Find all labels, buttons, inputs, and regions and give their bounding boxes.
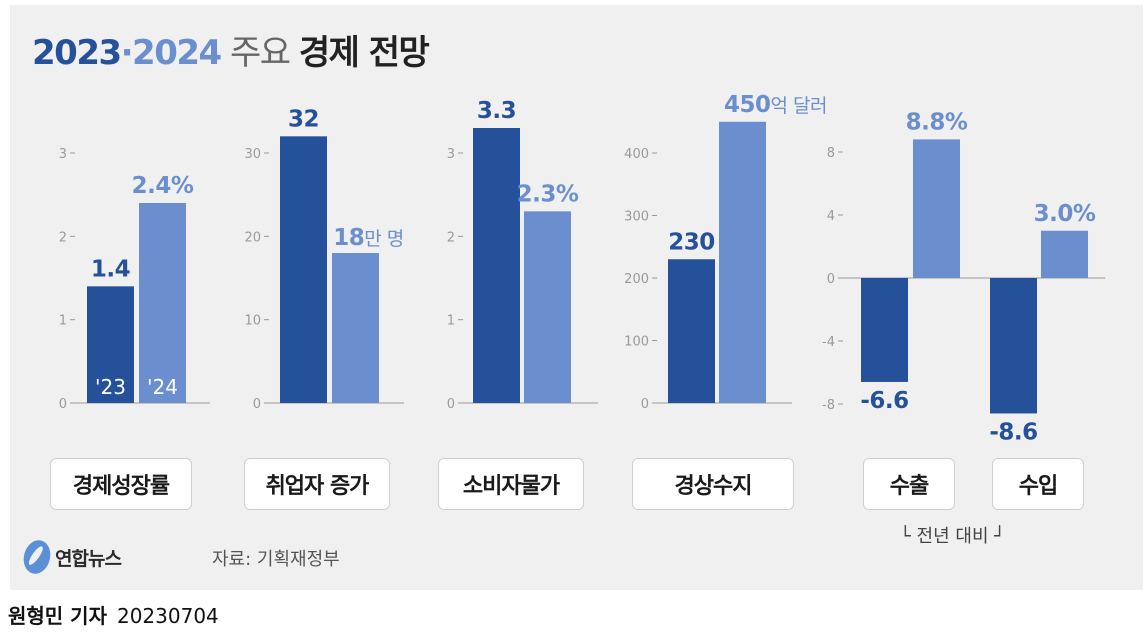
value-label-2023: -6.6	[860, 388, 908, 414]
y-tick-label: 3	[447, 147, 455, 162]
title-emphasis: 경제 전망	[298, 33, 430, 73]
y-tick-label: 0	[827, 272, 835, 287]
bar-2023	[990, 278, 1037, 414]
value-label-2023: 230	[668, 229, 715, 255]
value-label-2023: 3.3	[477, 98, 516, 124]
y-tick-label: 1	[59, 314, 67, 329]
title-main: 주요	[220, 33, 299, 73]
y-tick-label: 400	[624, 147, 649, 162]
category-cpi: 소비자물가	[438, 458, 584, 510]
y-tick-label: 100	[624, 335, 649, 350]
value-label-2023: 32	[288, 106, 319, 132]
bar-2024	[524, 211, 571, 403]
y-tick-label: 0	[641, 397, 649, 412]
logo-text: 연합뉴스	[55, 547, 122, 570]
value-label-2024: 2.4%	[132, 173, 194, 199]
y-tick-label: -4	[822, 335, 835, 350]
y-tick-label: 0	[253, 397, 261, 412]
yoy-note: └ 전년 대비 ┘	[900, 526, 1006, 547]
value-label-2024: 8.8%	[906, 109, 968, 135]
value-label-2023: 1.4	[91, 256, 130, 282]
title-year-2024: ·2024	[120, 33, 223, 73]
y-tick-label: 4	[827, 209, 835, 224]
y-tick-label: -8	[822, 398, 835, 413]
bar-2024	[719, 121, 766, 403]
value-label-2024: 3.0%	[1034, 201, 1096, 227]
chart-title: 2023·2024 주요 경제 전망	[32, 25, 430, 74]
bar-2023	[861, 278, 908, 382]
y-tick-label: 3	[59, 147, 67, 162]
title-year-2023: 2023	[32, 33, 122, 73]
category-employment: 취업자 증가	[244, 458, 390, 510]
bar-2023	[280, 136, 327, 404]
year-label-2023: '23	[95, 375, 126, 399]
value-label-2024: 18만 명	[333, 225, 404, 251]
y-tick-label: 0	[447, 397, 455, 412]
y-tick-label: 8	[827, 146, 835, 161]
y-tick-label: 2	[447, 230, 455, 245]
y-tick-label: 0	[59, 397, 67, 412]
value-label-2023: -8.6	[989, 419, 1037, 445]
publish-date: 20230704	[116, 604, 219, 628]
bar-2024	[1041, 230, 1088, 278]
bar-2023	[668, 259, 715, 403]
category-gdp-growth: 경제성장률	[50, 458, 192, 510]
value-label-2024: 450억 달러	[724, 92, 827, 118]
bar-2024	[332, 253, 379, 403]
category-current-account: 경상수지	[632, 458, 794, 510]
category-exports: 수출	[863, 458, 955, 510]
yonhap-logo-icon	[20, 537, 54, 577]
y-tick-label: 30	[244, 147, 261, 162]
category-imports: 수입	[992, 458, 1084, 510]
y-tick-label: 10	[244, 314, 261, 329]
bar-2023	[473, 128, 520, 403]
bar-2024	[913, 139, 960, 278]
yonhap-logo: 연합뉴스	[20, 537, 122, 577]
byline: 원형민 기자 20230704	[8, 600, 219, 629]
year-label-2024: '24	[147, 375, 178, 399]
bar-2023	[87, 286, 134, 403]
reporter-name: 원형민 기자	[8, 604, 107, 628]
y-tick-label: 300	[624, 210, 649, 225]
bar-2024	[139, 203, 186, 403]
y-tick-label: 2	[59, 230, 67, 245]
y-tick-label: 20	[244, 230, 261, 245]
value-label-2024: 2.3%	[517, 181, 579, 207]
y-tick-label: 200	[624, 272, 649, 287]
source-note: 자료: 기획재정부	[212, 549, 340, 570]
y-tick-label: 1	[447, 314, 455, 329]
